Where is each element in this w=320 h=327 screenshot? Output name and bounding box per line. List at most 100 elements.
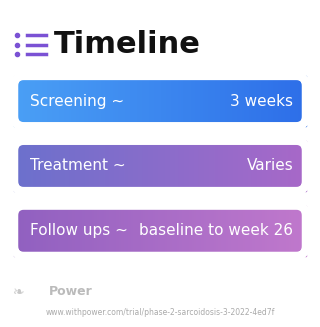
Bar [72, 141, 75, 191]
Bar [36, 141, 39, 191]
Bar [51, 206, 53, 256]
Bar [94, 206, 97, 256]
Bar [279, 76, 282, 126]
Bar [209, 206, 212, 256]
Bar [63, 206, 66, 256]
Bar [167, 206, 170, 256]
Text: 3 weeks: 3 weeks [230, 94, 293, 109]
Bar [294, 206, 297, 256]
Bar [182, 76, 185, 126]
Bar [218, 76, 221, 126]
Bar [104, 141, 107, 191]
Bar [43, 76, 46, 126]
Bar [143, 206, 146, 256]
Bar [175, 141, 177, 191]
Bar [19, 76, 22, 126]
Bar [116, 76, 119, 126]
Bar [48, 76, 51, 126]
Bar [14, 76, 17, 126]
Bar [21, 76, 24, 126]
Bar [289, 206, 292, 256]
Bar [255, 76, 258, 126]
Bar [70, 141, 73, 191]
Bar [116, 206, 119, 256]
Bar [90, 141, 92, 191]
Bar [175, 206, 177, 256]
Bar [272, 76, 275, 126]
Bar [124, 206, 126, 256]
Bar [223, 141, 226, 191]
Bar [97, 76, 100, 126]
Bar [97, 206, 100, 256]
Bar [209, 76, 212, 126]
Bar [107, 76, 109, 126]
Bar [80, 206, 83, 256]
Bar [218, 206, 221, 256]
Bar [233, 206, 236, 256]
Bar [192, 141, 194, 191]
Bar [216, 206, 219, 256]
Bar [301, 141, 304, 191]
Bar [107, 206, 109, 256]
Bar [189, 76, 192, 126]
Bar [124, 141, 126, 191]
Bar [257, 141, 260, 191]
Bar [72, 206, 75, 256]
Bar [77, 141, 80, 191]
Bar [94, 76, 97, 126]
Bar [303, 76, 306, 126]
Bar [165, 206, 168, 256]
Bar [150, 141, 153, 191]
Bar [72, 76, 75, 126]
Bar [84, 76, 87, 126]
Bar [43, 141, 46, 191]
Bar [187, 76, 189, 126]
Bar [99, 76, 102, 126]
Bar [148, 76, 151, 126]
Bar [102, 206, 104, 256]
Bar [201, 141, 204, 191]
Bar [262, 76, 265, 126]
Bar [77, 206, 80, 256]
Bar [187, 206, 189, 256]
Bar [167, 141, 170, 191]
Bar [126, 206, 129, 256]
Bar [53, 206, 56, 256]
Bar [131, 141, 133, 191]
Bar [29, 206, 31, 256]
Bar [226, 141, 228, 191]
Bar [80, 141, 83, 191]
Bar [84, 141, 87, 191]
Bar [223, 206, 226, 256]
Bar [24, 76, 27, 126]
Bar [252, 76, 255, 126]
Bar [182, 141, 185, 191]
Bar [75, 206, 78, 256]
Bar [99, 206, 102, 256]
Bar [172, 141, 175, 191]
Bar [226, 206, 228, 256]
Bar [121, 141, 124, 191]
Bar [131, 206, 133, 256]
Bar [126, 76, 129, 126]
Bar [286, 206, 289, 256]
Bar [196, 76, 199, 126]
Bar [282, 206, 284, 256]
Bar [265, 141, 267, 191]
Bar [211, 76, 214, 126]
Bar [26, 141, 29, 191]
Bar [248, 141, 250, 191]
Bar [250, 76, 253, 126]
Bar [51, 141, 53, 191]
Bar [111, 141, 114, 191]
Bar [102, 76, 104, 126]
Bar [121, 206, 124, 256]
Bar [230, 76, 233, 126]
Bar [143, 141, 146, 191]
Bar [68, 76, 70, 126]
Bar [148, 206, 151, 256]
Bar [286, 141, 289, 191]
Bar [228, 206, 231, 256]
Bar [204, 206, 206, 256]
Bar [199, 141, 202, 191]
